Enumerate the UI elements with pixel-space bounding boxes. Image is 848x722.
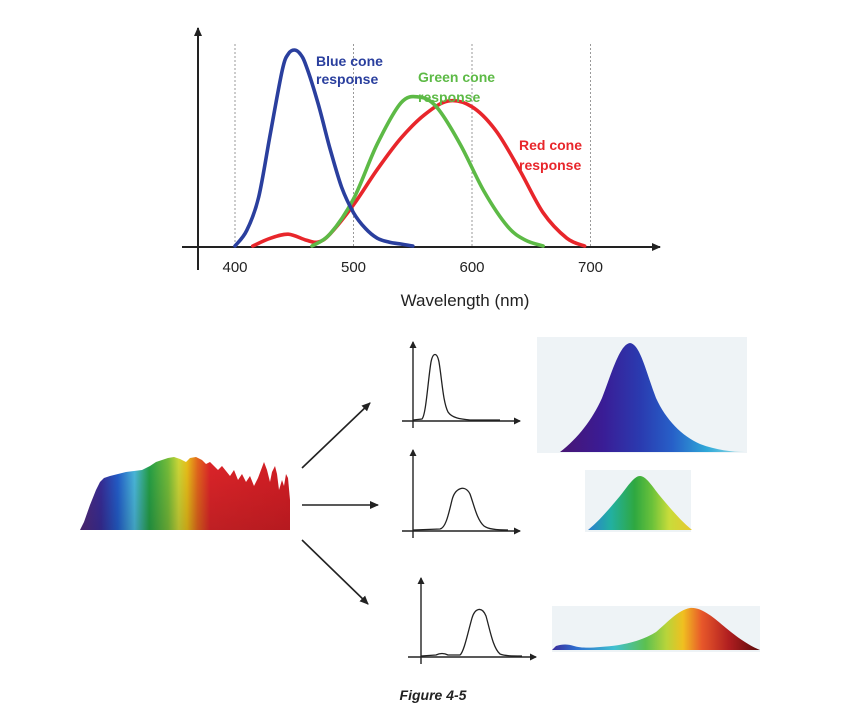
- x-axis-label: Wavelength (nm): [401, 291, 530, 310]
- x-tick-label-500: 500: [341, 259, 366, 276]
- x-tick-label-400: 400: [222, 259, 247, 276]
- red-cone-label-line1: Red cone: [519, 137, 582, 153]
- figure-caption: Figure 4-5: [400, 687, 467, 703]
- red-response-shape: [552, 607, 760, 650]
- cone-response-chart: 400 500 600 700 Wavelength (nm) Blue cone r…: [182, 27, 661, 310]
- x-tick-labels: 400 500 600 700: [222, 259, 603, 276]
- red-cone-label: Red cone response: [519, 137, 586, 173]
- green-cone-label-line2: response: [418, 89, 480, 105]
- red-cone-label-line2: response: [519, 157, 581, 173]
- arrow-up-right-icon: [301, 402, 371, 469]
- arrow-down-right-icon: [301, 539, 369, 605]
- blue-response-shape: [560, 343, 745, 452]
- blue-response-spectrum: [537, 337, 747, 453]
- x-tick-label-700: 700: [578, 259, 603, 276]
- red-response-spectrum: [552, 606, 760, 652]
- green-response-shape: [588, 476, 692, 530]
- blue-cone-curve: [233, 48, 415, 248]
- x-tick-label-600: 600: [459, 259, 484, 276]
- input-spectrum: [80, 457, 290, 530]
- blue-cone-label: Blue cone response: [316, 53, 387, 87]
- small-plot-green: [402, 449, 521, 538]
- small-plot-green-curve: [412, 487, 509, 531]
- blue-cone-label-line1: Blue cone: [316, 53, 383, 69]
- small-plot-red: [408, 577, 537, 664]
- red-cone-curve: [251, 98, 587, 248]
- small-plot-blue: [402, 341, 521, 428]
- small-plot-blue-curve: [412, 353, 500, 421]
- green-cone-curve: [310, 94, 545, 248]
- green-response-spectrum: [585, 470, 692, 532]
- blue-cone-label-line2: response: [316, 71, 378, 87]
- green-cone-label: Green cone response: [418, 69, 499, 105]
- cone-curves: [233, 48, 587, 248]
- small-plot-red-curve: [420, 608, 523, 657]
- input-spectrum-shading: [80, 457, 290, 530]
- green-cone-label-line1: Green cone: [418, 69, 495, 85]
